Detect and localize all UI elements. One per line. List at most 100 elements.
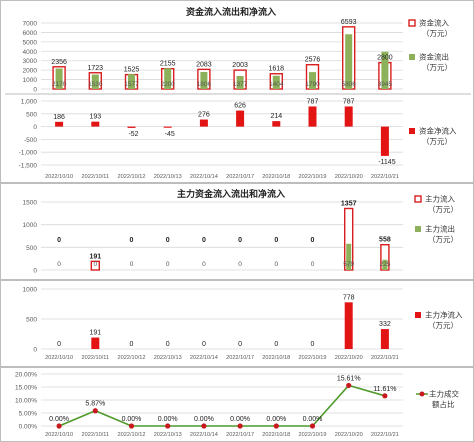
y-tick-label: -500 [24, 137, 37, 144]
chart-fund-flow: 资金流入流出和净流入010002000300040005000600070002… [5, 6, 471, 180]
y-tick-label: 1500 [23, 200, 38, 207]
outflow-bar [128, 74, 135, 89]
main-inflow-value-label: 0 [238, 237, 242, 244]
inflow-value-label: 2800 [377, 55, 393, 62]
net-value-label: 276 [198, 112, 210, 119]
net-bar [127, 126, 136, 128]
outflow-bar [272, 75, 280, 89]
outflow-value-label: 1577 [124, 81, 139, 88]
legend-main-outflow-label: 主力流出 [425, 224, 455, 234]
x-tick-label: 2022/10/11 [82, 432, 110, 438]
legend-net-unit: （万元） [422, 137, 452, 146]
legend-outflow-label: 资金流出 [419, 52, 449, 62]
ratio-value-label: 5.87% [85, 401, 105, 408]
main-outflow-value-label: 0 [166, 261, 170, 268]
main-net-value-label: 0 [238, 341, 242, 348]
outflow-bar [345, 34, 353, 89]
legend-inflow-label: 资金流入 [419, 18, 449, 28]
y-tick-label: 20.00% [15, 372, 37, 379]
net-bar [199, 119, 208, 127]
net-value-label: -52 [128, 131, 138, 138]
x-tick-label: 2022/10/12 [118, 355, 146, 361]
x-tick-label: 2022/10/20 [335, 174, 363, 180]
y-tick-label: 500 [26, 245, 37, 252]
x-tick-label: 2022/10/18 [262, 355, 290, 361]
x-tick-label: 2022/10/21 [371, 174, 399, 180]
main-outflow-bar [346, 243, 352, 270]
main-outflow-bar [382, 259, 388, 270]
outflow-value-label: 1790 [305, 81, 320, 88]
ratio-value-label: 0.00% [194, 416, 214, 423]
x-tick-label: 2022/10/20 [335, 355, 363, 361]
net-bar [55, 121, 64, 127]
inflow-value-label: 1618 [269, 66, 285, 73]
y-tick-label: -1,500 [19, 163, 38, 170]
main-net-value-label: 778 [343, 294, 355, 301]
outflow-bar [164, 68, 172, 89]
chart-main-flow: 主力资金流入流出和净流入0500100015000019100000000000… [23, 188, 458, 275]
ratio-point [128, 423, 135, 429]
y-tick-label: 5000 [23, 39, 38, 46]
outflow-bar [236, 76, 244, 89]
y-tick-label: 3000 [23, 58, 38, 65]
x-tick-label: 2022/10/18 [262, 432, 290, 438]
x-tick-label: 2022/10/21 [371, 355, 399, 361]
outflow-value-label: 5806 [341, 81, 356, 88]
y-tick-label: 500 [26, 111, 37, 118]
x-tick-label: 2022/10/19 [299, 432, 327, 438]
main-outflow-value-label: 0 [93, 261, 97, 268]
ratio-value-label: 0.00% [158, 416, 178, 423]
y-tick-label: 5.00% [19, 411, 38, 418]
y-tick-label: 0 [33, 124, 37, 131]
x-tick-label: 2022/10/13 [154, 174, 182, 180]
legend-main-inflow-unit: （万元） [428, 205, 458, 214]
outflow-bar [381, 51, 389, 89]
inflow-value-label: 6593 [341, 19, 357, 26]
y-tick-label: 0 [33, 347, 37, 354]
ratio-value-label: 11.61% [373, 386, 396, 393]
ratio-point [382, 393, 388, 399]
net-bar [308, 106, 317, 127]
main-net-value-label: 0 [202, 341, 206, 348]
ratio-point [273, 423, 279, 429]
main-inflow-value-label: 0 [311, 237, 315, 244]
y-tick-label: 6000 [23, 30, 38, 37]
main-inflow-value-label: 0 [57, 237, 61, 244]
net-bar [91, 121, 100, 127]
net-value-label: 626 [234, 103, 246, 110]
y-tick-label: -1,000 [19, 150, 38, 157]
ratio-value-label: 15.61% [337, 375, 361, 382]
main-outflow-value-label: 0 [311, 261, 315, 268]
main-inflow-value-label: 0 [130, 237, 134, 244]
inflow-value-label: 2083 [196, 61, 212, 68]
net-value-label: 193 [89, 114, 101, 121]
main-net-bar [380, 329, 389, 349]
main-outflow-value-label: 0 [202, 261, 206, 268]
main-outflow-value-label: 225 [379, 261, 390, 268]
panel-main-flow: 主力资金流入流出和净流入 0 500 1000 1500 0 0 191 0 0 0 0 0 0 0 0 0 0 0… [0, 183, 474, 280]
x-tick-label: 2022/10/10 [45, 355, 73, 361]
outflow-value-label: 1404 [269, 81, 284, 88]
y-tick-label: 1000 [23, 77, 38, 84]
x-tick-label: 2022/10/14 [190, 432, 218, 438]
outflow-bar [91, 74, 99, 89]
ratio-point [165, 423, 171, 429]
panel-main-ratio: 0.00% 5.00% 10.00% 15.00% 20.00% 0.00% 5.87% 0.… [0, 367, 474, 442]
y-tick-label: 4000 [23, 49, 38, 56]
inflow-value-label: 2003 [232, 62, 248, 69]
net-bar [236, 110, 245, 127]
x-tick-label: 2022/10/19 [299, 174, 327, 180]
chart-title: 资金流入流出和净流入 [186, 6, 276, 17]
x-tick-label: 2022/10/21 [371, 432, 399, 438]
legend-ratio-unit: 额占比 [432, 399, 455, 409]
main-outflow-value-label: 0 [238, 261, 242, 268]
y-tick-label: 0.00% [19, 424, 38, 431]
ratio-value-label: 0.00% [230, 416, 250, 423]
legend-inflow-unit: （万元） [422, 29, 452, 38]
main-inflow-value-label: 558 [379, 237, 391, 244]
ratio-line [58, 384, 386, 427]
x-tick-label: 2022/10/20 [335, 432, 363, 438]
outflow-value-label: 2200 [160, 81, 175, 88]
x-tick-label: 2022/10/10 [45, 174, 73, 180]
net-bar [344, 106, 353, 127]
